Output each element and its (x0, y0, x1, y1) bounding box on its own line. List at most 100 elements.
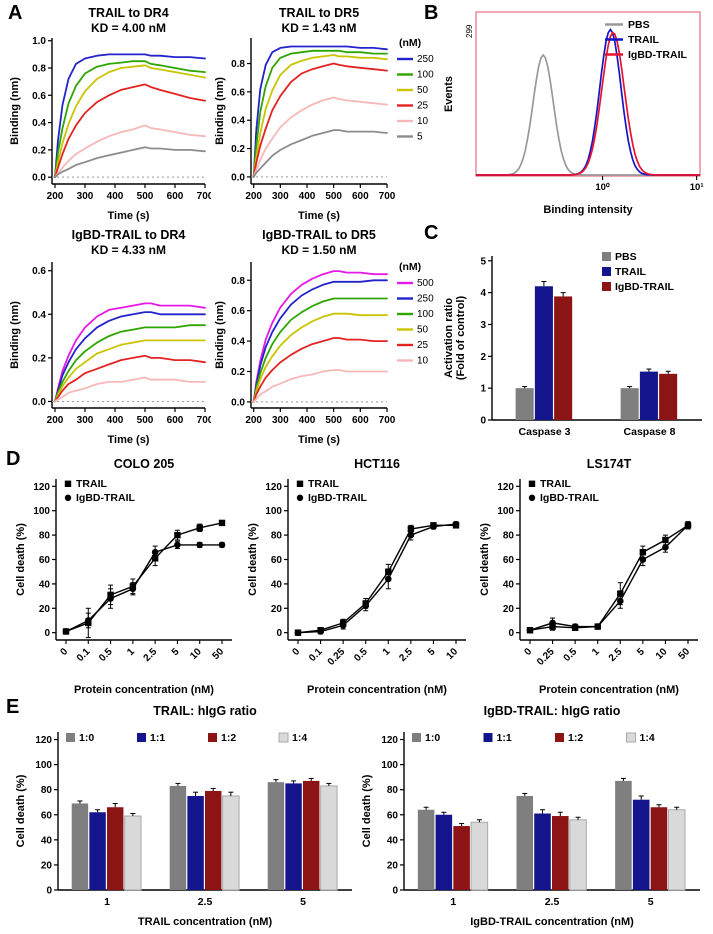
sensorgram-igbd-trail-dr5: IgBD-TRAIL to DR5 KD = 1.50 nM Binding (nm… (211, 226, 445, 448)
svg-text:KD = 1.43 nM: KD = 1.43 nM (281, 21, 356, 35)
svg-text:120: 120 (33, 482, 50, 493)
svg-text:(nM): (nM) (399, 261, 421, 273)
svg-text:0.6: 0.6 (32, 266, 46, 277)
svg-text:TRAIL: TRAIL (308, 478, 339, 490)
svg-text:Binding (nm): Binding (nm) (214, 77, 226, 145)
svg-text:0.2: 0.2 (32, 353, 46, 364)
svg-text:250: 250 (417, 54, 434, 65)
svg-text:Cell death (%): Cell death (%) (361, 774, 373, 847)
svg-text:50: 50 (417, 85, 429, 96)
svg-text:Activation ratio: Activation ratio (443, 298, 455, 378)
svg-text:5: 5 (635, 646, 647, 658)
svg-text:Binding (nm): Binding (nm) (9, 77, 21, 145)
svg-text:60: 60 (39, 555, 51, 566)
svg-text:40: 40 (41, 835, 53, 846)
panel-label-d: D (6, 448, 21, 470)
svg-text:0.0: 0.0 (231, 172, 245, 183)
svg-text:10: 10 (417, 116, 429, 127)
svg-text:1: 1 (104, 896, 110, 908)
panel-label-e: E (6, 696, 20, 718)
svg-text:Cell death (%): Cell death (%) (15, 523, 27, 596)
svg-text:KD = 4.33 nM: KD = 4.33 nM (91, 243, 166, 257)
svg-text:PBS: PBS (628, 19, 650, 31)
svg-text:40: 40 (503, 579, 515, 590)
svg-text:299: 299 (465, 24, 474, 38)
svg-text:10: 10 (417, 356, 429, 367)
svg-text:700: 700 (379, 191, 396, 202)
svg-text:5: 5 (648, 896, 654, 908)
svg-text:60: 60 (387, 810, 399, 821)
svg-text:10: 10 (654, 646, 670, 662)
svg-text:500: 500 (137, 191, 154, 202)
svg-text:80: 80 (503, 531, 515, 542)
panel-label-b: B (424, 2, 439, 24)
svg-text:1:2: 1:2 (568, 732, 583, 744)
svg-text:1.0: 1.0 (32, 36, 46, 47)
svg-text:100: 100 (417, 70, 434, 81)
svg-text:100: 100 (381, 760, 398, 771)
svg-text:0.4: 0.4 (32, 118, 46, 129)
svg-text:0.4: 0.4 (32, 310, 46, 321)
svg-text:20: 20 (503, 604, 515, 615)
svg-text:5: 5 (480, 256, 486, 267)
svg-text:80: 80 (271, 531, 283, 542)
bar-trail-higg-ratio: TRAIL: hIgG ratio Cell death (%) TRAIL con… (12, 702, 358, 930)
svg-text:0.0: 0.0 (231, 397, 245, 408)
svg-text:10: 10 (188, 646, 204, 662)
svg-text:0.25: 0.25 (535, 646, 557, 668)
dose-response-ls174t: LS174T Cell death (%) Protein concentratio… (476, 455, 708, 698)
svg-text:1: 1 (381, 646, 393, 658)
svg-text:300: 300 (272, 415, 289, 426)
svg-text:5: 5 (426, 646, 438, 658)
svg-text:5: 5 (417, 132, 423, 143)
svg-text:200: 200 (245, 415, 262, 426)
svg-text:20: 20 (41, 860, 53, 871)
svg-text:0.8: 0.8 (231, 276, 245, 287)
svg-text:80: 80 (39, 531, 51, 542)
svg-text:0: 0 (508, 628, 514, 639)
svg-text:0.6: 0.6 (231, 87, 245, 98)
svg-text:TRAIL: hIgG ratio: TRAIL: hIgG ratio (153, 704, 257, 718)
svg-text:1:2: 1:2 (221, 732, 236, 744)
svg-text:LS174T: LS174T (587, 457, 632, 471)
svg-text:600: 600 (167, 191, 184, 202)
svg-text:1:0: 1:0 (425, 732, 440, 744)
svg-text:TRAIL to DR5: TRAIL to DR5 (279, 6, 359, 20)
svg-text:50: 50 (417, 325, 429, 336)
svg-text:Binding (nm): Binding (nm) (214, 301, 226, 369)
svg-text:0: 0 (522, 646, 534, 658)
svg-text:TRAIL: TRAIL (540, 478, 571, 490)
svg-text:Binding (nm): Binding (nm) (9, 301, 21, 369)
svg-text:400: 400 (107, 415, 124, 426)
svg-text:IgBD-TRAIL: hIgG ratio: IgBD-TRAIL: hIgG ratio (484, 704, 621, 718)
svg-text:100: 100 (265, 506, 282, 517)
svg-text:Protein concentration (nM): Protein concentration (nM) (307, 684, 447, 696)
sensorgram-igbd-trail-dr4: IgBD-TRAIL to DR4 KD = 4.33 nM Binding (nm… (6, 226, 214, 448)
svg-text:Time (s): Time (s) (298, 434, 340, 446)
svg-text:TRAIL to DR4: TRAIL to DR4 (88, 6, 168, 20)
panel-label-c: C (424, 222, 439, 244)
svg-text:3: 3 (480, 320, 486, 331)
svg-text:1:4: 1:4 (640, 732, 655, 744)
svg-text:120: 120 (381, 735, 398, 746)
svg-text:IgBD-TRAIL to DR4: IgBD-TRAIL to DR4 (72, 228, 186, 242)
svg-text:80: 80 (41, 785, 53, 796)
svg-text:60: 60 (41, 810, 53, 821)
svg-text:600: 600 (352, 191, 369, 202)
svg-text:100: 100 (497, 506, 514, 517)
svg-text:0.8: 0.8 (32, 64, 46, 75)
svg-text:IgBD-TRAIL: IgBD-TRAIL (540, 492, 599, 504)
svg-text:0.6: 0.6 (231, 306, 245, 317)
svg-text:0.6: 0.6 (32, 91, 46, 102)
svg-text:IgBD-TRAIL: IgBD-TRAIL (628, 49, 687, 61)
svg-text:2.5: 2.5 (198, 896, 213, 908)
svg-text:2.5: 2.5 (545, 896, 560, 908)
svg-text:IgBD-TRAIL: IgBD-TRAIL (76, 492, 135, 504)
svg-text:0.2: 0.2 (231, 144, 245, 155)
svg-text:10: 10 (444, 646, 460, 662)
svg-text:KD = 1.50 nM: KD = 1.50 nM (281, 243, 356, 257)
svg-text:Cell death (%): Cell death (%) (247, 523, 259, 596)
svg-text:50: 50 (676, 646, 692, 662)
svg-text:IgBD-TRAIL: IgBD-TRAIL (308, 492, 367, 504)
